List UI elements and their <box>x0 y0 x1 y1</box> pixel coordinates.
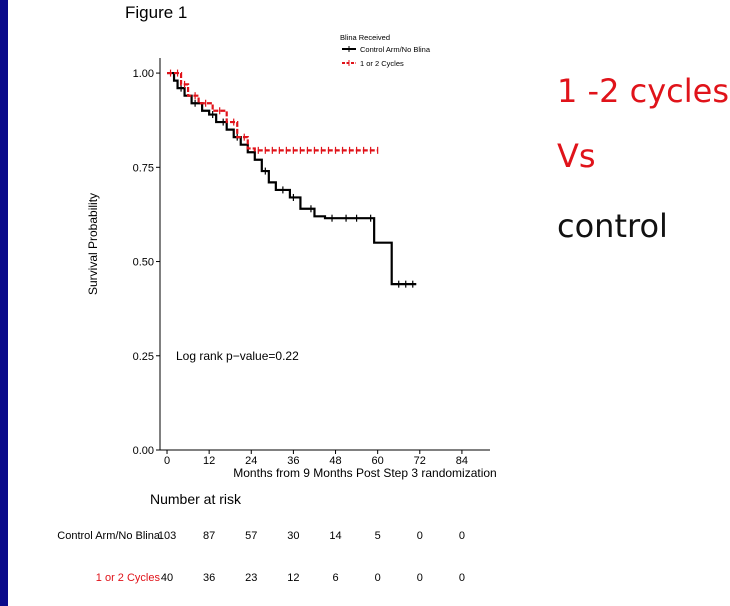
risk-value: 36 <box>203 572 216 584</box>
x-tick-label: 36 <box>287 455 299 467</box>
side-text-line: Vs <box>557 137 596 175</box>
logrank-annotation: Log rank p−value=0.22 <box>176 349 299 363</box>
y-tick-label: 0.25 <box>133 351 154 363</box>
figure-label: Figure 1 <box>125 3 188 22</box>
risk-value: 6 <box>332 572 339 584</box>
y-tick-label: 0.00 <box>133 445 154 457</box>
risk-value: 103 <box>157 530 177 542</box>
legend-entry: Control Arm/No Blina <box>360 45 431 54</box>
risk-table-title: Number at risk <box>150 491 242 507</box>
side-text-line: 1 -2 cycles <box>557 72 729 110</box>
x-tick-label: 24 <box>245 455 257 467</box>
risk-value: 0 <box>374 572 381 584</box>
risk-value: 0 <box>416 530 423 542</box>
series-line-cycles <box>167 71 378 152</box>
series-line-control <box>167 71 417 286</box>
risk-value: 87 <box>203 530 216 542</box>
risk-value: 14 <box>329 530 342 542</box>
y-tick-label: 0.50 <box>133 257 154 269</box>
x-axis-label: Months from 9 Months Post Step 3 randomi… <box>233 466 496 480</box>
x-tick-label: 84 <box>456 455 468 467</box>
risk-value: 12 <box>287 572 300 584</box>
risk-value: 40 <box>160 572 174 584</box>
x-tick-label: 0 <box>164 455 170 467</box>
risk-value: 0 <box>458 530 465 542</box>
x-tick-label: 60 <box>372 455 384 467</box>
side-text-line: control <box>557 207 668 245</box>
legend-title: Blina Received <box>340 33 390 42</box>
risk-value: 30 <box>287 530 300 542</box>
y-axis-label: Survival Probability <box>86 193 100 295</box>
risk-row-label: Control Arm/No Blina <box>57 530 160 542</box>
y-tick-label: 1.00 <box>133 68 154 80</box>
y-tick-label: 0.75 <box>133 162 154 174</box>
slide <box>8 0 730 606</box>
risk-value: 5 <box>374 530 381 542</box>
legend-entry: 1 or 2 Cycles <box>360 59 404 68</box>
risk-value: 0 <box>416 572 423 584</box>
x-tick-label: 48 <box>329 455 341 467</box>
risk-value: 57 <box>245 530 258 542</box>
risk-row-label: 1 or 2 Cycles <box>95 572 160 584</box>
risk-value: 23 <box>245 572 258 584</box>
risk-value: 0 <box>458 572 465 584</box>
x-tick-label: 12 <box>203 455 215 467</box>
x-tick-label: 72 <box>414 455 426 467</box>
